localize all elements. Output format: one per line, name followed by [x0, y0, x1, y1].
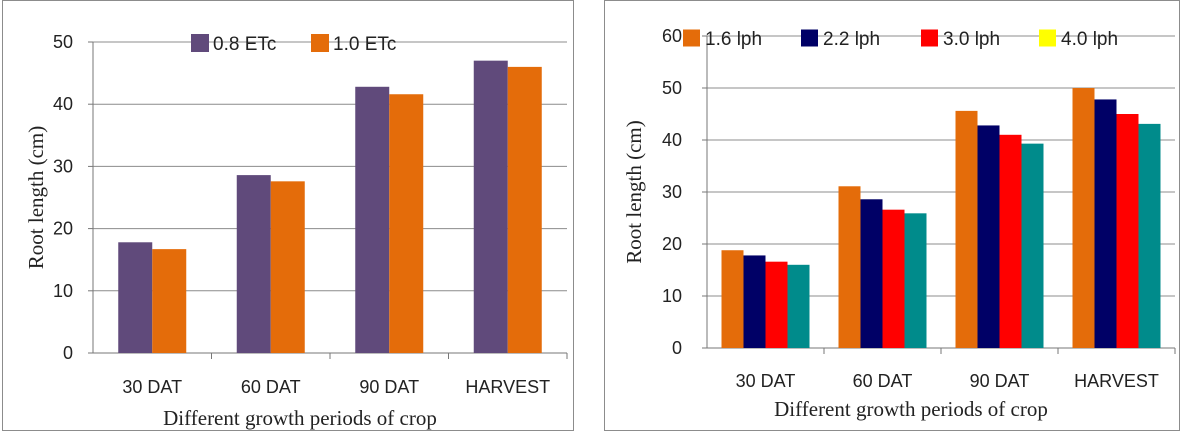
bar: [743, 255, 766, 348]
category-label: 60 DAT: [241, 377, 301, 397]
bar: [152, 249, 187, 353]
bar: [787, 264, 810, 348]
bar: [999, 134, 1022, 348]
category-label: 30 DAT: [736, 371, 796, 391]
y-tick-label: 20: [662, 234, 682, 254]
root-length-chart-etc: 0 10 20 30 40 50 30 DAT 60 DAT 90 DAT HARVEST 0.8 …: [24, 32, 568, 430]
bar: [1138, 123, 1161, 348]
y-tick-label: 30: [662, 182, 682, 202]
bar: [355, 86, 390, 353]
category-label: 60 DAT: [853, 371, 913, 391]
chart-panel-right: 0 10 20 30 40 50 60 30 DAT 60 DAT 90 DAT HARVEST 1.…: [604, 0, 1180, 431]
y-tick-label: 20: [53, 219, 73, 239]
y-tick-label: 0: [63, 343, 73, 363]
legend-swatch: [683, 29, 700, 47]
x-axis-label: Different growth periods of crop: [774, 397, 1048, 421]
bar: [236, 175, 271, 353]
category-label: HARVEST: [1074, 371, 1159, 391]
y-tick-label: 30: [53, 156, 73, 176]
legend-label: 3.0 lph: [943, 29, 1000, 50]
bar: [765, 261, 788, 348]
bar: [389, 94, 424, 354]
y-tick-label: 50: [662, 78, 682, 98]
bar: [721, 250, 744, 348]
y-tick-label: 40: [53, 94, 73, 114]
y-axis-label: Root length (cm): [24, 126, 48, 269]
legend-swatch: [801, 29, 818, 47]
bar: [118, 242, 153, 353]
bar: [904, 213, 927, 348]
x-axis-label: Different growth periods of crop: [163, 406, 437, 430]
bar: [838, 186, 861, 348]
y-tick-label: 0: [672, 338, 682, 358]
y-tick-label: 50: [53, 32, 73, 52]
category-label: HARVEST: [465, 377, 550, 397]
y-tick-label: 10: [53, 281, 73, 301]
chart-panel-left: 0 10 20 30 40 50 30 DAT 60 DAT 90 DAT HARVEST 0.8 …: [2, 0, 574, 431]
root-length-chart-lph: 0 10 20 30 40 50 60 30 DAT 60 DAT 90 DAT HARVEST 1.…: [622, 26, 1176, 421]
bar: [507, 66, 542, 353]
bar: [977, 125, 1000, 348]
y-tick-label: 10: [662, 286, 682, 306]
y-tick-label: 40: [662, 130, 682, 150]
bar: [955, 110, 978, 348]
bar: [1021, 143, 1044, 348]
bar: [882, 209, 905, 348]
category-label: 90 DAT: [359, 377, 419, 397]
legend-swatch: [1039, 29, 1056, 47]
legend-label: 2.2 lph: [823, 29, 880, 50]
category-label: 90 DAT: [970, 371, 1030, 391]
legend-swatch: [311, 34, 329, 52]
bar: [860, 199, 883, 348]
bar: [1116, 114, 1139, 348]
legend-label: 4.0 lph: [1061, 29, 1118, 50]
legend-label: 1.0 ETc: [333, 34, 396, 55]
legend-swatch: [191, 34, 209, 52]
legend-swatch: [921, 29, 938, 47]
bar: [270, 181, 305, 353]
y-axis-label: Root length (cm): [622, 120, 646, 263]
bar: [1072, 88, 1095, 348]
category-label: 30 DAT: [122, 377, 182, 397]
y-tick-label: 60: [662, 26, 682, 46]
legend-label: 1.6 lph: [705, 29, 762, 50]
legend-label: 0.8 ETc: [213, 34, 276, 55]
bar: [473, 60, 508, 353]
bar: [1094, 99, 1117, 348]
